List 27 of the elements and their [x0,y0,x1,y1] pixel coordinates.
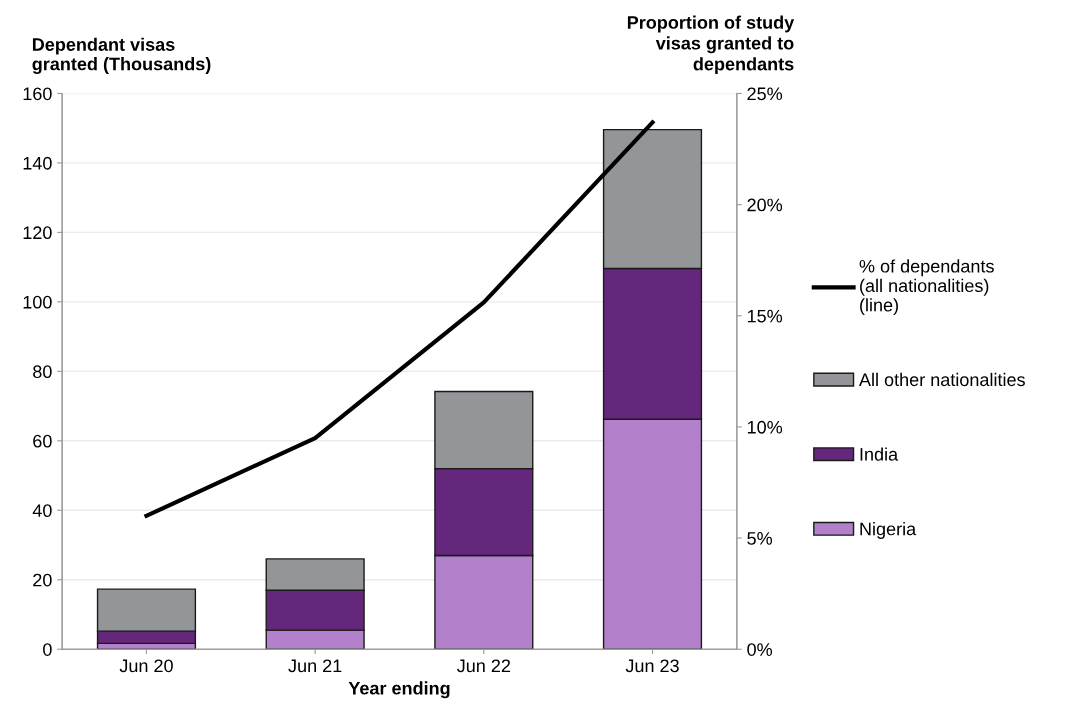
y-tick-label: 80 [33,365,52,379]
y2-tick-label: 15% [747,309,783,323]
legend-label: % of dependants (all nationalities) (line) [859,259,994,316]
y-tick-label: 100 [23,295,52,309]
y2-tick-label: 25% [747,87,783,101]
y-tick-label: 160 [23,87,52,101]
y-tick-label: 60 [33,434,52,448]
y2-tick-label: 20% [747,198,783,212]
y-tick-label: 40 [32,504,52,518]
y-axis-title: Dependant visas granted (Thousands) [32,37,211,74]
legend-label: India [860,447,899,461]
y2-axis-title: Proportion of study visas granted to dependants [627,15,795,74]
x-tick-label: Jun 22 [457,659,511,673]
y-tick-label: 0 [43,643,52,656]
y-tick-label: 20 [33,573,52,587]
x-axis-title: Year ending [348,681,450,699]
x-tick-label: Jun 23 [625,659,679,673]
x-tick-label: Jun 21 [288,659,342,673]
legend-label: All other nationalities [859,372,1025,387]
y2-tick-label: 0% [747,643,773,656]
line-series [144,120,655,518]
y-tick-label: 140 [23,156,52,170]
y2-tick-label: 10% [747,420,783,434]
x-tick-label: Jun 20 [119,659,173,673]
y2-tick-label: 5% [747,532,773,545]
y-tick-label: 120 [23,226,52,240]
legend-label: Nigeria [860,522,917,539]
